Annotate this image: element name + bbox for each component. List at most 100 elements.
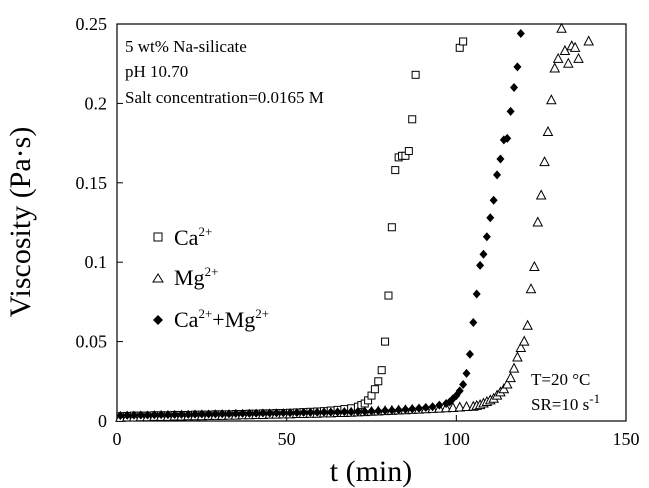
legend-camg-charge-1: 2+ [198, 306, 212, 321]
ca-mg-data-point [510, 83, 519, 93]
ca-mg-data-point [387, 405, 396, 415]
ca-mg-data-point [143, 410, 152, 420]
mg-data-point [535, 189, 547, 200]
legend-camg-charge-2: 2+ [255, 306, 269, 321]
ca-mg-data-point [347, 407, 356, 417]
y-tick-label: 0.15 [76, 173, 108, 193]
ca-mg-data-point [265, 408, 274, 418]
ca-mg-data-point [306, 407, 315, 417]
ca-mg-data-point [272, 408, 281, 418]
ca-mg-data-point [197, 409, 206, 419]
ca-mg-data-point [421, 403, 430, 413]
ca-data-point [374, 377, 383, 386]
plot-frame [116, 23, 627, 422]
ca-mg-data-point [252, 408, 261, 418]
legend-label-mg: Mg2+ [174, 264, 218, 290]
ca-mg-data-point [455, 386, 464, 396]
ca-mg-data-point [374, 406, 383, 416]
ca-mg-data-point [435, 400, 444, 410]
ca-mg-data-point [340, 407, 349, 417]
mg-data-point [518, 335, 530, 346]
ca-mg-data-point [469, 318, 478, 328]
ca-mg-data-point [313, 407, 322, 417]
mg-data-point [454, 401, 466, 412]
ca-mg-data-point [204, 409, 213, 419]
legend: Ca2+ Mg2+ Ca2++Mg2+ [152, 224, 269, 332]
shear-rate-label: SR=10 s-1 [531, 391, 600, 414]
mg-data-point [573, 52, 584, 63]
ca-mg-data-point [136, 410, 145, 420]
y-axis-label: Viscosity (Pa·s) [4, 127, 37, 318]
y-tick-label: 0 [98, 411, 107, 431]
y-tick-label: 0.05 [76, 332, 108, 352]
ca-mg-data-point [177, 409, 186, 419]
ca-data-point [411, 70, 420, 79]
ca-mg-data-point [476, 260, 485, 270]
ca-mg-data-point [472, 289, 481, 299]
ca-mg-data-point [163, 410, 172, 420]
ca-mg-data-point [191, 409, 200, 419]
x-tick-label: 0 [113, 429, 122, 449]
ca-mg-data-point [150, 410, 159, 420]
ca-data-point [377, 366, 386, 375]
ca-mg-data-point [231, 409, 240, 419]
ca-data-point [408, 115, 417, 124]
mg-data-point [562, 57, 574, 68]
ca-mg-data-point [129, 410, 138, 420]
ca-mg-data-point [489, 195, 498, 205]
legend-label-ca: Ca2+ [174, 224, 212, 250]
shear-rate-text: SR=10 s [531, 395, 589, 414]
annotation-line-2: pH 10.70 [125, 62, 188, 81]
ca-mg-data-point [360, 406, 369, 416]
mg-data-point [583, 35, 595, 46]
x-tick-label: 100 [443, 429, 470, 449]
ca-mg-data-point [319, 407, 328, 417]
ca-mg-data-point [482, 232, 491, 242]
legend-camg-mid: +Mg [212, 307, 255, 332]
ca-mg-data-point [279, 408, 288, 418]
y-tick-label: 0.2 [85, 93, 108, 113]
ca-mg-data-point [123, 410, 132, 420]
ca-data-point [384, 291, 393, 300]
mg-data-point [546, 94, 557, 105]
legend-item-ca: Ca2+ [153, 224, 212, 250]
axis-ticks: 0 50 100 150 0 0.05 0.1 0.15 0.2 0.25 [76, 14, 640, 449]
ca-mg-data-point [238, 408, 247, 418]
mg-data-point [447, 401, 459, 412]
mg-data-point [508, 362, 520, 373]
ca-mg-data-point [381, 406, 390, 416]
x-axis-label: t (min) [330, 455, 413, 488]
ca-mg-data-point [245, 408, 254, 418]
mg-data-point [549, 62, 561, 73]
mg-data-point [512, 351, 523, 362]
mg-data-point [552, 52, 564, 63]
filled-diamond-icon [153, 315, 163, 325]
ca-mg-data-point [211, 409, 220, 419]
mg-data-point [501, 378, 513, 389]
ca-mg-data-point [353, 407, 362, 417]
y-tick-label: 0.25 [76, 14, 108, 34]
ca-mg-data-point [326, 407, 335, 417]
ca-mg-data-point [493, 170, 502, 180]
mg-data-point [529, 260, 540, 271]
mg-data-point [515, 341, 527, 352]
mg-data-point [461, 400, 472, 412]
ca-data-point [459, 37, 468, 46]
ca-mg-data-point [184, 409, 193, 419]
legend-mg-name: Mg [174, 265, 205, 290]
ca-mg-data-point [157, 410, 166, 420]
ca-mg-data-point [516, 29, 525, 39]
ca-mg-data-point [408, 404, 417, 414]
legend-label-ca-mg: Ca2++Mg2+ [174, 306, 269, 332]
temperature-shear-annotation: T=20 °C SR=10 s-1 [531, 370, 600, 414]
mg-data-point [542, 125, 554, 136]
mg-data-point [522, 319, 533, 330]
ca-mg-data-point [258, 408, 267, 418]
ca-data-point [387, 223, 396, 232]
legend-camg-name: Ca [174, 307, 199, 332]
mg-data-point [525, 283, 537, 294]
ca-mg-data-point [496, 154, 505, 164]
ca-data-point [370, 385, 379, 394]
ca-mg-data-point [170, 409, 179, 419]
ca-data-point [381, 337, 390, 346]
